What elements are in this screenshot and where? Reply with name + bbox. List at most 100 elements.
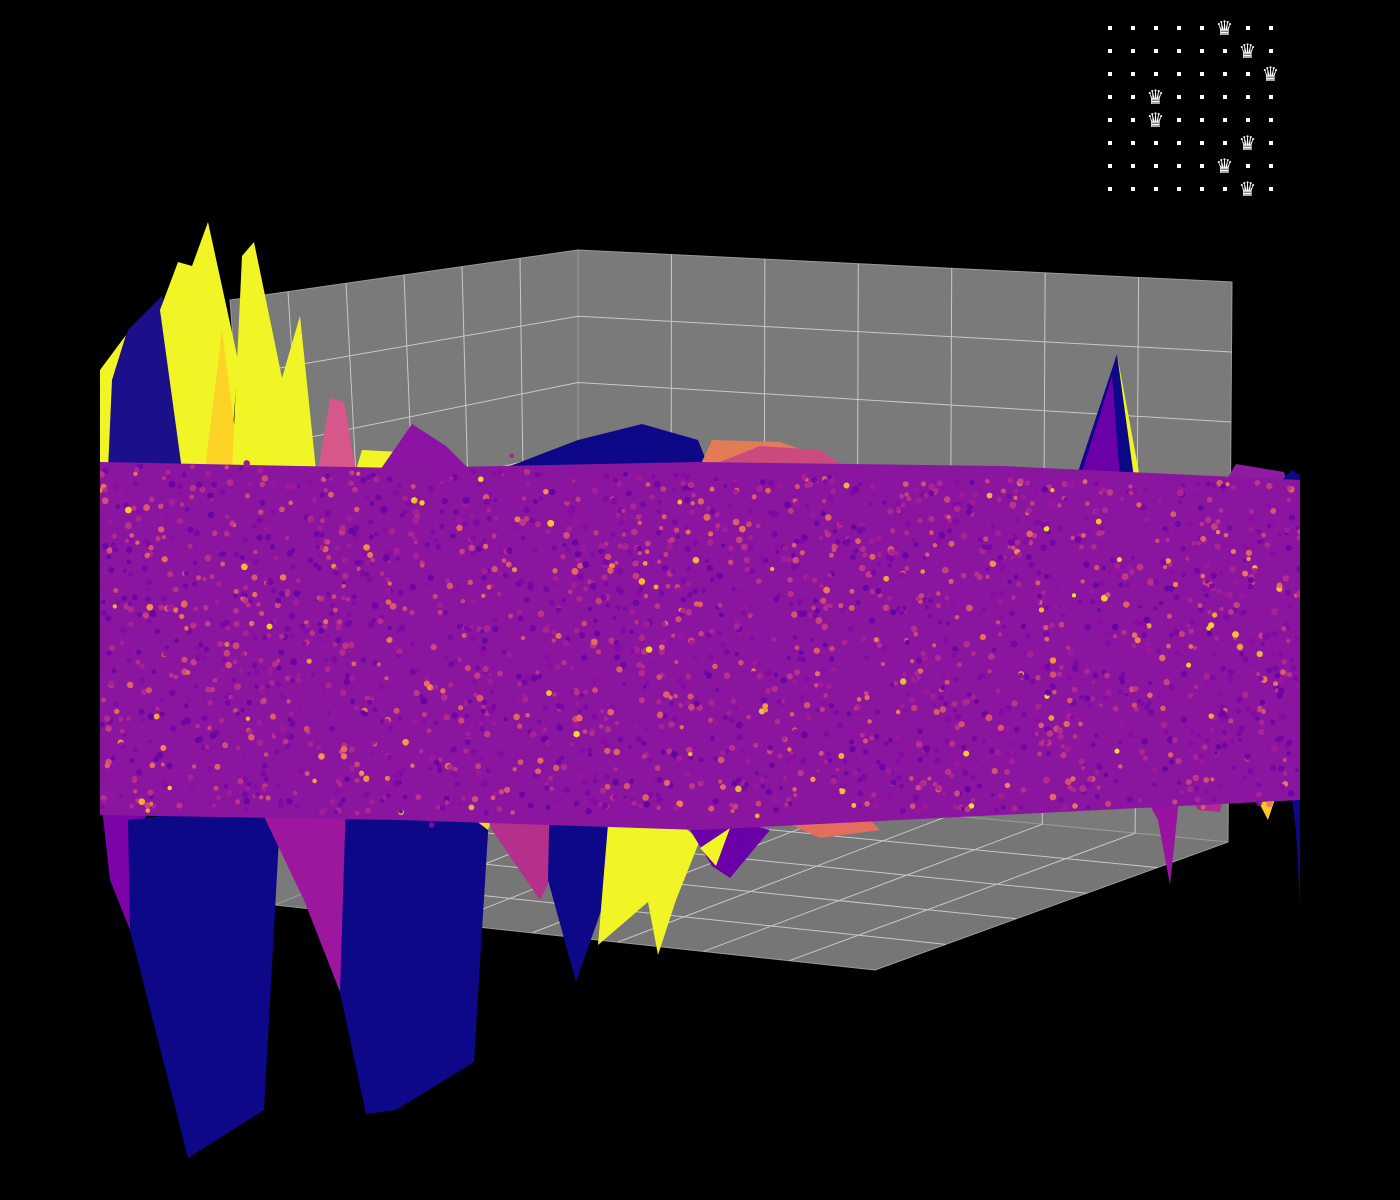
- scatter-point: [1159, 654, 1166, 662]
- scatter-point: [211, 803, 217, 808]
- scatter-point: [742, 686, 748, 692]
- scatter-point: [562, 542, 567, 548]
- scatter-point: [915, 740, 923, 748]
- scatter-point: [709, 735, 715, 742]
- scatter-point: [1127, 564, 1132, 569]
- scatter-point: [828, 656, 835, 662]
- scatter-point: [542, 626, 550, 633]
- scatter-point: [247, 671, 252, 676]
- scatter-point: [131, 505, 137, 511]
- scatter-point: [1070, 545, 1077, 551]
- scatter-point: [144, 552, 150, 559]
- scatter-point: [684, 771, 691, 778]
- scatter-point: [635, 474, 643, 482]
- scatter-point: [998, 615, 1004, 621]
- scatter-point: [382, 526, 388, 532]
- scatter-point: [966, 604, 973, 612]
- scatter-point: [700, 587, 707, 594]
- scatter-point: [823, 693, 828, 698]
- scatter-point: [767, 479, 774, 487]
- scatter-point: [658, 553, 664, 559]
- scatter-point: [894, 550, 899, 556]
- scatter-point: [141, 689, 148, 696]
- scatter-point: [118, 742, 125, 749]
- scatter-point: [166, 762, 173, 770]
- scatter-point: [413, 690, 420, 696]
- scatter-point: [317, 637, 325, 645]
- scatter-point: [1230, 549, 1236, 555]
- scatter-point: [1223, 614, 1230, 621]
- scatter-point: [547, 520, 555, 527]
- scatter-point: [551, 581, 558, 588]
- scatter-point: [988, 653, 995, 660]
- scatter-point: [693, 700, 700, 707]
- scatter-point: [345, 673, 350, 678]
- scatter-point: [123, 502, 129, 509]
- scatter-point: [340, 797, 346, 803]
- scatter-point: [453, 509, 459, 515]
- scatter-point: [481, 575, 488, 581]
- scatter-point: [604, 541, 609, 547]
- scatter-point: [126, 546, 133, 554]
- scatter-point: [1248, 508, 1255, 515]
- scatter-point: [1011, 595, 1016, 600]
- scatter-point: [121, 595, 128, 601]
- scatter-point: [207, 726, 212, 731]
- scatter-point: [600, 709, 605, 714]
- scatter-point: [1025, 554, 1032, 561]
- scatter-point: [1004, 751, 1010, 757]
- scatter-point: [112, 604, 117, 609]
- scatter-point: [159, 711, 165, 717]
- scatter-point: [251, 662, 258, 669]
- scatter-point: [512, 567, 517, 573]
- scatter-point: [1193, 567, 1201, 574]
- scatter-point: [106, 789, 114, 797]
- scatter-point: [786, 557, 792, 563]
- scatter-point: [542, 705, 548, 712]
- scatter-point: [904, 744, 911, 751]
- scatter-point: [555, 703, 562, 709]
- scatter-point: [119, 728, 125, 734]
- scatter-point: [533, 773, 540, 779]
- scatter-point: [1242, 570, 1248, 577]
- scatter-point: [483, 498, 490, 505]
- scatter-point: [1278, 735, 1284, 741]
- scatter-point: [1239, 611, 1245, 617]
- scatter-point: [297, 767, 305, 775]
- scatter-point: [324, 666, 331, 673]
- scatter-point: [752, 660, 759, 666]
- scatter-point: [468, 804, 475, 811]
- scatter-point: [758, 554, 765, 561]
- surface-facet: [690, 820, 770, 878]
- scatter-point: [292, 790, 298, 796]
- scatter-point: [666, 543, 673, 551]
- scatter-point: [1009, 501, 1017, 509]
- scatter-point: [1254, 716, 1260, 721]
- scatter-point: [922, 556, 927, 560]
- scatter-point: [641, 741, 647, 747]
- scatter-point: [443, 714, 450, 721]
- scatter-point: [359, 570, 366, 577]
- scatter-point: [106, 547, 113, 554]
- scatter-point: [288, 612, 296, 620]
- scatter-point: [976, 783, 983, 789]
- scatter-point: [385, 793, 391, 798]
- scatter-point: [307, 515, 314, 523]
- scatter-point: [759, 777, 766, 783]
- scatter-point: [293, 590, 301, 597]
- scatter-point: [379, 684, 384, 690]
- scatter-point: [729, 744, 736, 752]
- scatter-point: [570, 582, 578, 589]
- scatter-point: [913, 631, 919, 637]
- scatter-point: [1242, 691, 1249, 699]
- scatter-point: [1088, 552, 1093, 557]
- scatter-point: [579, 693, 584, 698]
- scatter-point: [820, 667, 827, 674]
- scatter-point: [969, 499, 976, 506]
- scatter-point: [402, 606, 408, 612]
- scatter-point: [363, 775, 370, 782]
- scatter-point: [561, 597, 567, 603]
- scatter-point: [826, 751, 832, 757]
- scatter-point: [718, 641, 726, 649]
